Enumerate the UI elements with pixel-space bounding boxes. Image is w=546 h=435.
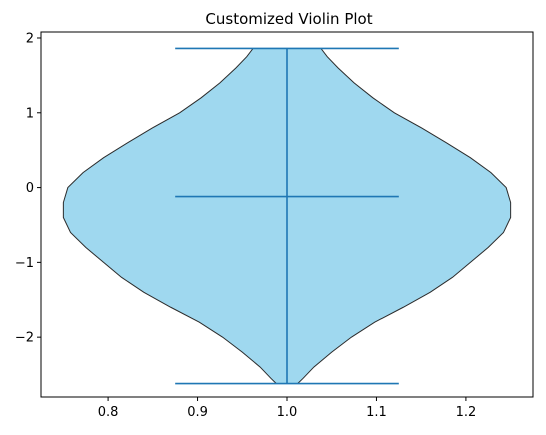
y-tick-label: −1 (15, 256, 34, 271)
x-axis: 0.8 0.9 1.0 1.1 1.2 (98, 397, 477, 420)
x-tick-label: 1.0 (277, 405, 298, 420)
plot-area (62, 47, 512, 385)
axes-frame (40, 31, 534, 398)
y-tick-label: 0 (26, 181, 34, 196)
chart-title: Customized Violin Plot (205, 10, 372, 28)
y-axis: −2 −1 0 1 2 (15, 31, 41, 346)
x-tick-label: 0.9 (187, 405, 208, 420)
y-tick-label: 2 (26, 31, 34, 46)
y-tick-label: −2 (15, 331, 34, 346)
x-tick-label: 1.2 (456, 405, 477, 420)
x-tick-label: 1.1 (366, 405, 387, 420)
x-tick-label: 0.8 (98, 405, 119, 420)
y-tick-label: 1 (26, 106, 34, 121)
